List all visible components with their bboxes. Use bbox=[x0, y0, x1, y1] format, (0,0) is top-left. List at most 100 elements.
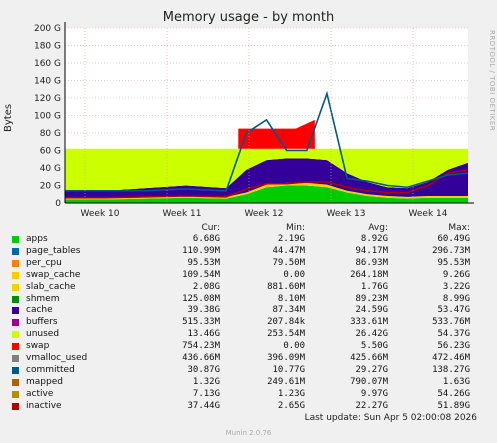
area-slab_cache bbox=[65, 182, 468, 200]
plot-area: 0 20 G 40 G 60 G 80 G 100 G 120 G 140 G 160 G 180… bbox=[34, 22, 474, 219]
legend-label: unused bbox=[26, 329, 60, 340]
legend-swatch bbox=[12, 319, 19, 327]
legend-max-value: 54.26G bbox=[437, 388, 470, 399]
legend-cur-value: 95.53M bbox=[187, 257, 220, 268]
col-cur-header: Cur: bbox=[201, 223, 220, 233]
legend-avg-value: 86.93M bbox=[355, 257, 388, 268]
y-tick-label: 200 G bbox=[34, 24, 61, 34]
legend-row-slab_cache: slab_cache 2.08G 881.60M 1.76G 3.22G bbox=[12, 282, 482, 294]
legend-max-value: 51.89G bbox=[437, 400, 470, 411]
legend-min-value: 2.19G bbox=[277, 234, 305, 244]
col-min-header: Min: bbox=[285, 223, 305, 233]
legend-label: per_cpu bbox=[26, 257, 62, 268]
legend-max-value: 8.99G bbox=[442, 293, 470, 304]
legend-avg-value: 333.61M bbox=[350, 317, 388, 328]
legend-swatch bbox=[12, 331, 19, 339]
legend-label: buffers bbox=[26, 317, 58, 328]
legend-min-value: 1.23G bbox=[277, 388, 305, 399]
legend-swatch bbox=[12, 236, 19, 243]
legend-cur-value: 6.68G bbox=[192, 234, 220, 244]
legend-avg-value: 22.27G bbox=[355, 400, 388, 411]
legend-label: swap_cache bbox=[26, 269, 81, 280]
legend-label: cache bbox=[26, 305, 53, 316]
legend-row-page_tables: page_tables 110.99M 44.47M 94.17M 296.73M bbox=[12, 246, 482, 258]
area-apps bbox=[65, 185, 468, 203]
x-tick-label: Week 13 bbox=[327, 209, 366, 219]
legend-swatch bbox=[12, 366, 19, 374]
legend-swatch bbox=[12, 343, 19, 351]
legend-cur-value: 1.32G bbox=[192, 376, 220, 387]
x-tick-label: Week 11 bbox=[163, 209, 202, 219]
legend-min-value: 10.77G bbox=[272, 364, 305, 375]
legend-cur-value: 110.99M bbox=[182, 245, 220, 256]
legend-row-cache: cache 39.38G 87.34M 24.59G 53.47G bbox=[12, 305, 482, 317]
x-tick-label: Week 14 bbox=[409, 209, 448, 219]
legend-swatch bbox=[12, 307, 19, 315]
legend-swatch bbox=[12, 390, 19, 398]
legend-cur-value: 7.13G bbox=[192, 388, 220, 399]
legend-min-value: 249.61M bbox=[267, 376, 305, 387]
legend-avg-value: 89.23M bbox=[355, 293, 388, 304]
legend-max-value: 54.37G bbox=[437, 329, 470, 340]
legend-cur-value: 39.38G bbox=[187, 305, 220, 316]
legend-min-value: 0.00 bbox=[283, 269, 305, 280]
line-committed bbox=[65, 90, 469, 192]
legend-max-value: 9.26G bbox=[442, 269, 470, 280]
legend-swatch bbox=[12, 355, 19, 362]
legend-avg-value: 29.27G bbox=[355, 364, 388, 375]
legend-max-value: 296.73M bbox=[432, 245, 470, 256]
legend-max-value: 533.76M bbox=[432, 317, 470, 328]
y-tick-label: 180 G bbox=[34, 42, 61, 52]
legend-label: vmalloc_used bbox=[26, 353, 88, 363]
legend-min-value: 8.10M bbox=[277, 293, 305, 304]
legend-cur-value: 109.54M bbox=[182, 269, 220, 280]
legend-label: swap bbox=[26, 341, 50, 352]
legend-row-per_cpu: per_cpu 95.53M 79.50M 86.93M 95.53M bbox=[12, 258, 482, 270]
legend-max-value: 95.53M bbox=[437, 257, 470, 268]
legend-label: inactive bbox=[26, 400, 62, 411]
legend-label: mapped bbox=[26, 376, 63, 387]
legend-label: page_tables bbox=[26, 245, 81, 256]
legend-avg-value: 790.07M bbox=[350, 376, 388, 387]
legend-avg-value: 5.50G bbox=[360, 341, 388, 352]
legend-cur-value: 13.46G bbox=[187, 329, 220, 340]
legend-swatch bbox=[12, 271, 19, 279]
legend-label: slab_cache bbox=[26, 281, 76, 292]
col-avg-header: Avg: bbox=[368, 223, 388, 233]
legend-max-value: 53.47G bbox=[437, 305, 470, 316]
legend-max-value: 3.22G bbox=[442, 281, 470, 292]
area-cache bbox=[65, 158, 468, 198]
legend-swatch bbox=[12, 378, 19, 386]
legend-row-inactive: inactive 37.44G 2.65G 22.27G 51.89G bbox=[12, 401, 482, 413]
legend-cur-value: 2.08G bbox=[192, 281, 220, 292]
legend-avg-value: 8.92G bbox=[360, 234, 388, 244]
legend-avg-value: 94.17M bbox=[355, 245, 388, 256]
y-tick-label: 0 bbox=[55, 199, 61, 209]
y-tick-label: 40 G bbox=[40, 164, 61, 174]
legend-min-value: 79.50M bbox=[272, 257, 305, 268]
x-tick-label: Week 10 bbox=[81, 209, 120, 219]
area-unused bbox=[65, 148, 468, 191]
legend-avg-value: 264.18M bbox=[350, 269, 388, 280]
munin-version: Munin 2.0.76 bbox=[225, 429, 272, 437]
legend-cur-value: 754.23M bbox=[182, 341, 220, 352]
legend-row-committed: committed 30.87G 10.77G 29.27G 138.27G bbox=[12, 365, 482, 377]
legend-max-value: 56.23G bbox=[437, 341, 470, 352]
legend-min-value: 207.84k bbox=[267, 317, 305, 328]
legend-min-value: 2.65G bbox=[277, 400, 305, 411]
legend-avg-value: 425.66M bbox=[350, 353, 388, 363]
legend-min-value: 87.34M bbox=[272, 305, 305, 316]
legend-row-buffers: buffers 515.33M 207.84k 333.61M 533.76M bbox=[12, 317, 482, 329]
legend-max-value: 1.63G bbox=[442, 376, 470, 387]
legend-label: committed bbox=[26, 364, 75, 375]
legend-swatch bbox=[12, 283, 19, 291]
last-update: Last update: Sun Apr 5 02:00:08 2026 bbox=[304, 413, 477, 423]
y-tick-label: 20 G bbox=[40, 182, 61, 192]
legend-max-value: 472.46M bbox=[432, 353, 470, 363]
legend-cur-value: 30.87G bbox=[187, 364, 220, 375]
legend-avg-value: 26.42G bbox=[355, 329, 388, 340]
legend-cur-value: 37.44G bbox=[187, 400, 220, 411]
legend-row-shmem: shmem 125.08M 8.10M 89.23M 8.99G bbox=[12, 294, 482, 306]
legend-row-active: active 7.13G 1.23G 9.97G 54.26G bbox=[12, 389, 482, 401]
